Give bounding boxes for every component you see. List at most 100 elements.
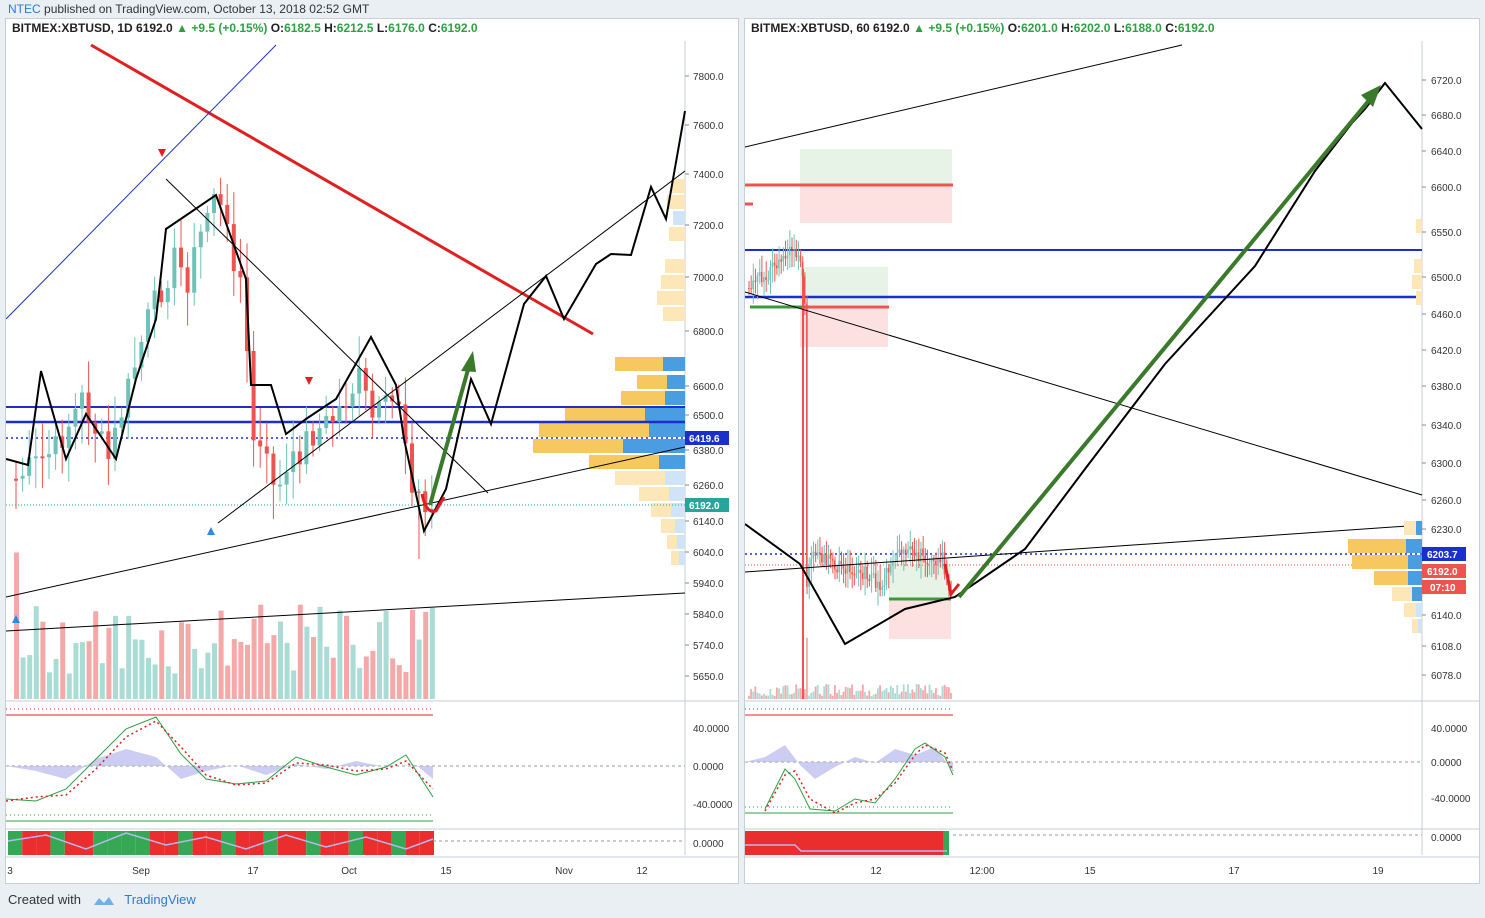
right-profit-zone <box>889 564 951 599</box>
right-volume-profile-bar <box>1412 275 1422 289</box>
right-volume-bar <box>773 695 776 699</box>
left-osc2-bar <box>64 831 79 855</box>
left-volume-bar <box>245 644 250 699</box>
left-volume-profile-bar <box>651 503 671 517</box>
left-volume-bar <box>225 665 231 699</box>
right-volume-bar <box>915 684 918 699</box>
left-time-tick-label: Nov <box>555 866 573 877</box>
right-candle-body <box>812 551 815 559</box>
right-candle-body <box>915 552 918 557</box>
left-volume-bar <box>113 615 118 699</box>
right-volume-bar <box>803 689 806 699</box>
right-candle-body <box>836 569 838 573</box>
right-descending-line <box>745 291 1423 496</box>
right-price-tick-label: 6680.0 <box>1431 111 1462 122</box>
right-price-tick-label: 6720.0 <box>1431 76 1462 87</box>
right-osc-d-line <box>764 744 954 814</box>
right-volume-bar <box>846 687 849 699</box>
left-red-downtrend-line <box>90 43 594 336</box>
left-price-tick-label: 6380.0 <box>693 446 724 457</box>
left-volume-bar <box>311 637 316 699</box>
right-open: 6201.0 <box>1021 21 1058 35</box>
right-volume-profile-bar <box>1416 219 1422 233</box>
right-chart-pane[interactable]: BITMEX:XBTUSD, 60 6192.0 ▲ +9.5 (+0.15%)… <box>744 18 1480 884</box>
left-osc2-bar <box>405 831 420 855</box>
left-buy-marker <box>12 615 20 623</box>
left-candle-body <box>410 443 414 493</box>
right-volume-bar <box>760 695 763 699</box>
left-green-arrow-shaft <box>428 358 473 506</box>
right-candle-body <box>887 567 890 573</box>
right-volume-bar <box>825 684 828 699</box>
right-price-tick-label: 6108.0 <box>1431 642 1462 653</box>
right-volume-bar <box>866 695 869 699</box>
right-volume-bar <box>941 686 944 699</box>
right-candle-body <box>750 288 752 290</box>
left-chart-svg: 7800.0 7600.0 7400.0 7200.0 7000.0 6800.0 6600… <box>6 41 738 877</box>
left-price-tick-label: 6260.0 <box>693 481 724 492</box>
right-volume-bar <box>851 684 853 699</box>
left-candle-body <box>14 478 18 481</box>
right-volume-bar <box>900 691 903 699</box>
right-candle-body <box>844 568 847 574</box>
left-candle-body <box>198 231 203 248</box>
left-volume-bar <box>284 642 290 699</box>
right-candle-body <box>784 255 787 259</box>
left-volume-bar <box>291 670 297 699</box>
left-volume-profile-bar <box>657 291 685 305</box>
right-candle-body <box>816 552 819 556</box>
right-candle-body <box>773 262 776 266</box>
author-name[interactable]: NTEC <box>8 2 41 16</box>
right-green-arrow-shaft <box>957 91 1377 599</box>
left-volume-bar <box>278 621 283 699</box>
left-volume-bar <box>47 672 52 699</box>
publish-text: published on TradingView.com, October 13… <box>44 2 370 16</box>
right-volume-bar <box>913 692 916 699</box>
right-candle-body <box>922 548 924 556</box>
right-candle-body <box>763 277 765 283</box>
left-volume-bar <box>330 657 336 699</box>
left-volume-bar <box>317 606 323 699</box>
left-osc2-bar <box>36 831 51 855</box>
right-volume-bar <box>868 690 871 699</box>
left-volume-bar <box>198 668 204 699</box>
left-candle-body <box>251 350 256 441</box>
left-time-tick-label: 12 <box>636 866 648 877</box>
left-osc2-bar <box>178 831 193 855</box>
left-chart-pane[interactable]: BITMEX:XBTUSD, 1D 6192.0 ▲ +9.5 (+0.15%)… <box>5 18 739 884</box>
right-volume-bar <box>922 690 924 699</box>
left-candle-body <box>264 446 269 454</box>
left-candle-body <box>357 368 362 394</box>
right-candle-body <box>935 560 937 565</box>
right-time-badge-text: 07:10 <box>1430 583 1456 594</box>
right-volume-bar <box>894 693 896 699</box>
footer-brand[interactable]: TradingView <box>124 892 196 907</box>
right-volume-bar <box>885 687 888 699</box>
right-candle-body <box>825 554 827 566</box>
left-osc2-bar <box>107 831 122 855</box>
left-volume-bar <box>370 650 376 699</box>
right-volume-bar <box>758 693 761 699</box>
left-osc-k-line <box>6 716 434 802</box>
left-candle-body <box>119 417 124 428</box>
right-candle-body <box>932 558 935 561</box>
left-volume-bar <box>93 611 99 699</box>
right-candle-body <box>941 552 944 563</box>
left-price-badge-green <box>685 498 729 512</box>
right-volume-bar <box>853 694 856 699</box>
left-volume-bar <box>66 673 72 699</box>
right-volume-bar <box>788 694 791 699</box>
left-candle-body <box>172 247 177 289</box>
right-candle-body <box>760 272 763 283</box>
right-price-tick-label: 6260.0 <box>1431 496 1462 507</box>
left-volume-bar <box>363 656 369 699</box>
left-volume-bar <box>20 657 26 699</box>
right-volume-bar <box>763 693 765 699</box>
right-volume-bar <box>926 693 929 699</box>
right-loss-zone <box>800 307 888 347</box>
left-candle-body <box>192 247 197 293</box>
left-osc-tick-label: 0.0000 <box>693 762 724 773</box>
right-price-tick-label: 6460.0 <box>1431 310 1462 321</box>
right-volume-bar <box>939 695 942 699</box>
right-close: 6192.0 <box>1177 21 1215 35</box>
